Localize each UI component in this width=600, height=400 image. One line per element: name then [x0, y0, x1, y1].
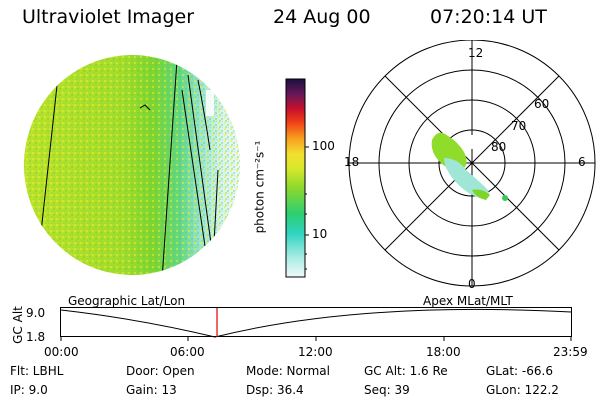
instrument-title: Ultraviolet Imager: [22, 6, 195, 28]
status-door: Door: Open: [126, 364, 195, 378]
auroral-oval: [431, 132, 508, 201]
status-glat: GLat: -66.6: [486, 364, 553, 378]
time-label: 07:20:14 UT: [430, 6, 547, 28]
timeline-xtick-0600: 06:00: [170, 345, 205, 359]
timeline-plot[interactable]: [60, 307, 574, 341]
timeline-y-label: GC Alt: [10, 306, 25, 344]
status-seq: Seq: 39: [364, 383, 410, 397]
mlt-label-18: 18: [344, 155, 360, 169]
status-dsp: Dsp: 36.4: [246, 383, 304, 397]
status-mode: Mode: Normal: [246, 364, 330, 378]
geographic-image: [24, 55, 240, 275]
colorbar-unit-label: photon cm⁻²s⁻¹: [252, 140, 267, 234]
mlt-label-12: 12: [468, 46, 484, 60]
status-flt: Flt: LBHL: [10, 364, 64, 378]
colorbar: [285, 78, 309, 278]
mlt-label-6: 6: [578, 155, 586, 169]
timeline-xtick-0000: 00:00: [44, 345, 79, 359]
altitude-curve: [60, 308, 572, 338]
date-label: 24 Aug 00: [273, 6, 371, 28]
lat-label-60: 60: [534, 97, 550, 111]
status-glon: GLon: 122.2: [486, 383, 559, 397]
lat-label-80: 80: [491, 140, 507, 154]
timeline-left-title: Geographic Lat/Lon: [68, 294, 186, 308]
polar-plot: [348, 40, 596, 287]
timeline-xtick-1800: 18:00: [426, 345, 461, 359]
timeline-ytick-1-8: 1.8: [26, 330, 46, 344]
timeline-ytick-9: 9.0: [26, 306, 46, 320]
mlt-label-0: 0: [468, 277, 476, 291]
status-gc-alt: GC Alt: 1.6 Re: [364, 364, 448, 378]
status-ip: IP: 9.0: [10, 383, 48, 397]
colorbar-tick-100: 100: [312, 139, 335, 153]
timeline-xtick-2359: 23:59: [553, 345, 588, 359]
timeline-xtick-1200: 12:00: [298, 345, 333, 359]
lat-label-70: 70: [511, 119, 527, 133]
colorbar-tick-10: 10: [312, 227, 328, 241]
timeline-right-title: Apex MLat/MLT: [423, 294, 513, 308]
status-gain: Gain: 13: [126, 383, 177, 397]
